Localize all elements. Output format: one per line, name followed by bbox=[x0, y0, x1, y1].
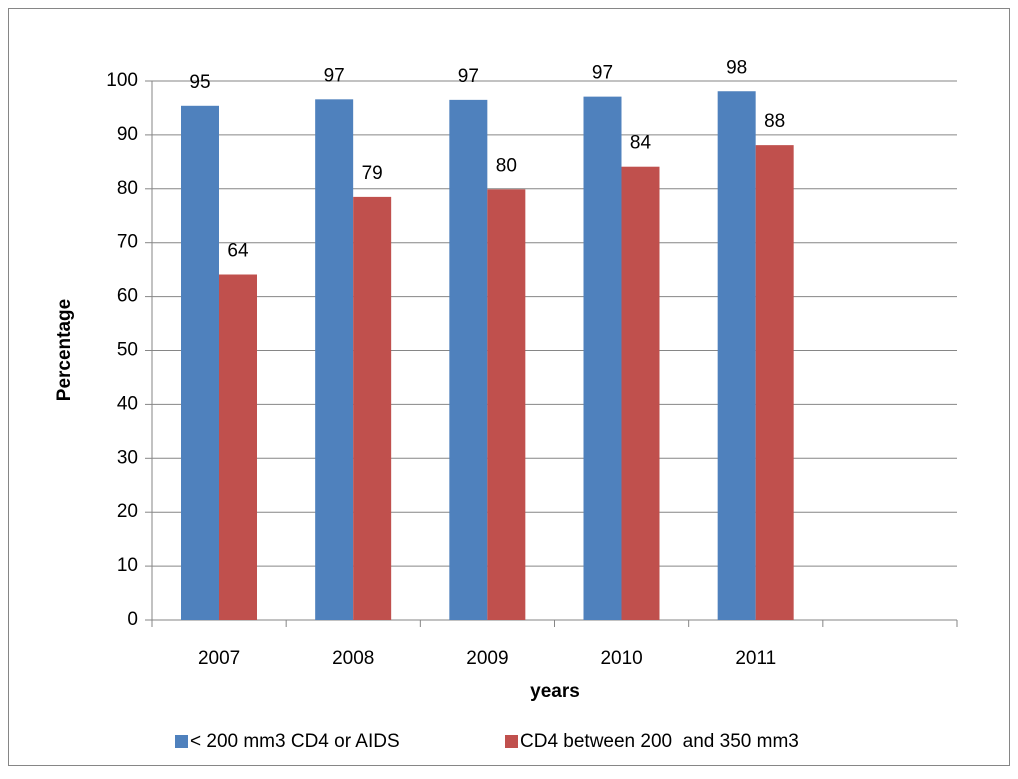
y-tick-label: 10 bbox=[117, 555, 138, 576]
bar bbox=[717, 91, 756, 621]
y-tick-label: 30 bbox=[117, 447, 138, 468]
bar bbox=[181, 105, 219, 620]
legend-label: < 200 mm3 CD4 or AIDS bbox=[190, 731, 400, 752]
data-label: 97 bbox=[458, 66, 479, 87]
x-tick-label: 2010 bbox=[600, 648, 642, 669]
x-tick-label: 2008 bbox=[332, 648, 374, 669]
y-tick-label: 70 bbox=[117, 232, 138, 253]
y-tick-label: 40 bbox=[117, 393, 138, 414]
x-tick-label: 2009 bbox=[466, 648, 508, 669]
data-label: 98 bbox=[726, 57, 747, 78]
x-tick-label: 2007 bbox=[198, 648, 240, 669]
y-tick-label: 100 bbox=[106, 70, 138, 91]
bar bbox=[583, 96, 622, 621]
bar bbox=[353, 196, 392, 620]
x-tick-label: 2011 bbox=[735, 648, 776, 669]
data-label: 97 bbox=[324, 65, 345, 86]
x-axis-label: years bbox=[530, 681, 580, 702]
legend-swatch bbox=[175, 735, 188, 748]
data-label: 79 bbox=[362, 163, 383, 184]
y-tick-label: 80 bbox=[117, 178, 138, 199]
data-label: 64 bbox=[227, 241, 249, 262]
data-label: 88 bbox=[764, 111, 785, 132]
bar bbox=[621, 166, 660, 621]
y-tick-label: 50 bbox=[117, 340, 138, 361]
legend-label: CD4 between 200 and 350 mm3 bbox=[520, 731, 799, 752]
data-label: 84 bbox=[630, 133, 652, 154]
bar bbox=[315, 99, 354, 621]
y-axis-label: Percentage bbox=[54, 299, 75, 401]
bar bbox=[219, 274, 257, 620]
legend-swatch bbox=[505, 735, 518, 748]
data-label: 97 bbox=[592, 63, 613, 84]
bar bbox=[487, 189, 526, 621]
y-tick-label: 60 bbox=[117, 286, 138, 307]
y-tick-label: 20 bbox=[117, 501, 138, 522]
y-tick-label: 0 bbox=[127, 609, 138, 630]
y-tick-label: 90 bbox=[117, 124, 138, 145]
bar bbox=[449, 99, 488, 621]
data-label: 95 bbox=[189, 72, 210, 93]
bar bbox=[755, 145, 794, 621]
data-label: 80 bbox=[496, 155, 517, 176]
